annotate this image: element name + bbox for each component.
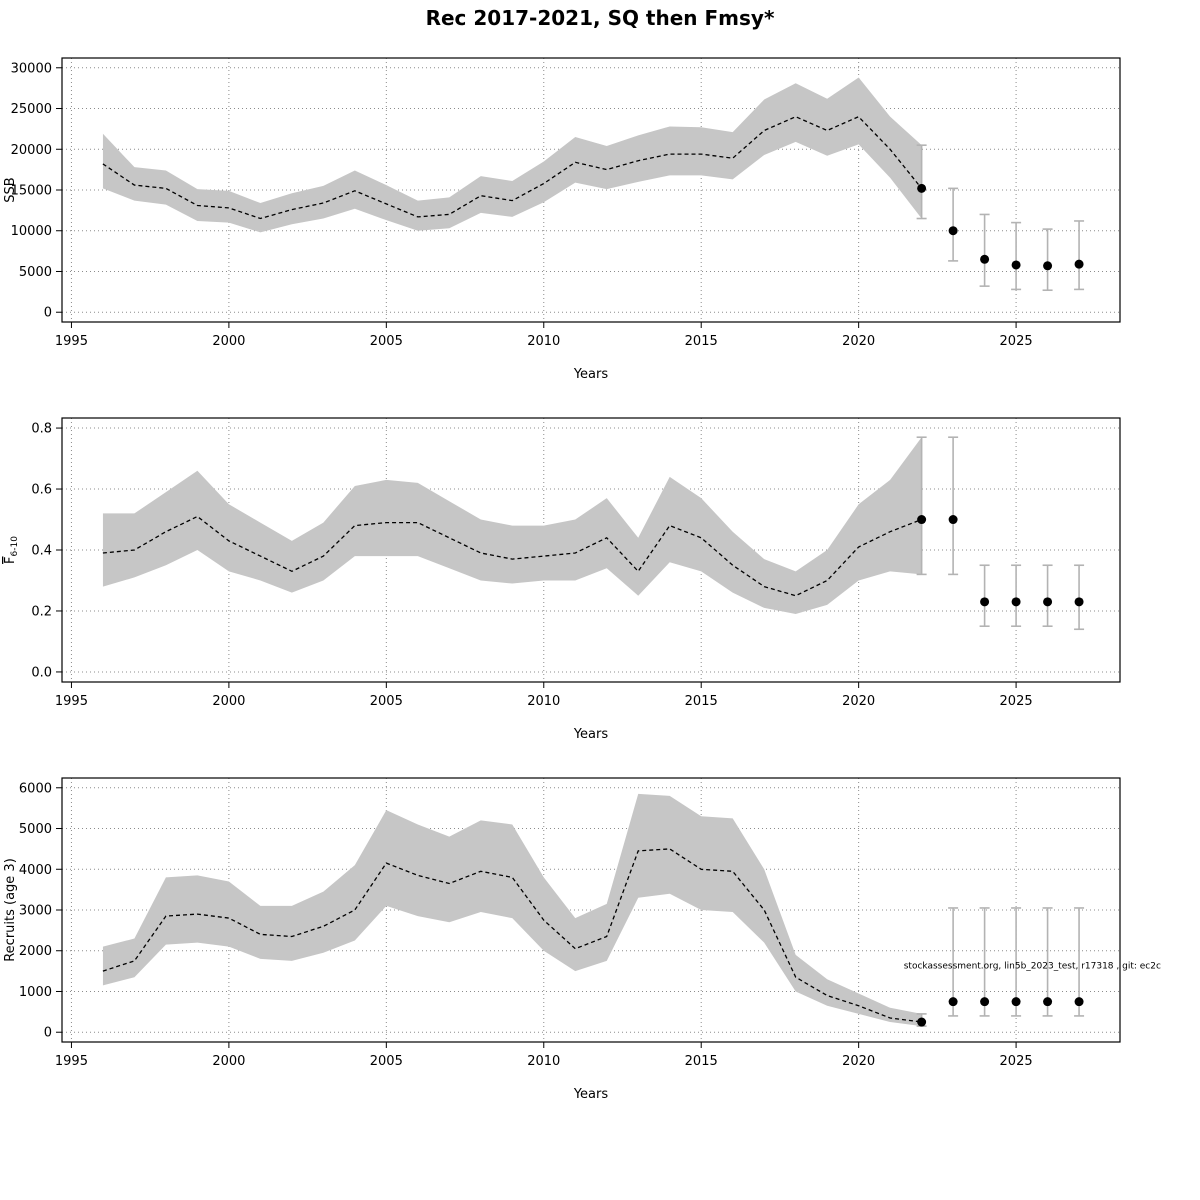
forecast-point xyxy=(980,597,990,607)
y-tick-label: 0 xyxy=(44,306,52,321)
forecast-point xyxy=(1043,261,1053,271)
forecast-point xyxy=(980,997,990,1007)
x-tick-label: 2000 xyxy=(212,694,245,709)
forecast-point xyxy=(1043,597,1053,607)
y-tick-label: 15000 xyxy=(11,184,52,199)
y-tick-label: 4000 xyxy=(19,863,52,878)
y-axis-title: SSB xyxy=(3,177,18,202)
x-tick-label: 2025 xyxy=(1000,1054,1033,1069)
plot-box xyxy=(61,57,1121,323)
forecast-point xyxy=(1011,997,1021,1007)
figure-title: Rec 2017-2021, SQ then Fmsy* xyxy=(425,6,775,30)
forecast-point xyxy=(1074,597,1084,607)
x-tick-label: 2005 xyxy=(370,334,403,349)
y-tick-label: 30000 xyxy=(11,61,52,76)
confidence-band xyxy=(102,793,922,1027)
y-tick-label: 5000 xyxy=(19,265,52,280)
x-tick-label: 2010 xyxy=(527,1054,560,1069)
x-tick-label: 2015 xyxy=(685,694,718,709)
y-tick-label: 0.0 xyxy=(31,665,52,680)
y-tick-label: 0 xyxy=(44,1026,52,1041)
confidence-band xyxy=(102,77,922,233)
x-tick-label: 2015 xyxy=(685,1054,718,1069)
x-tick-label: 2015 xyxy=(685,334,718,349)
y-tick-label: 0.6 xyxy=(31,483,52,498)
x-tick-label: 2020 xyxy=(842,1054,875,1069)
y-tick-label: 0.4 xyxy=(31,544,52,559)
y-tick-label: 25000 xyxy=(11,102,52,117)
x-axis-title: Years xyxy=(573,1087,609,1102)
x-tick-label: 2025 xyxy=(1000,694,1033,709)
y-tick-label: 0.2 xyxy=(31,604,52,619)
x-tick-label: 2000 xyxy=(212,334,245,349)
forecast-point xyxy=(948,997,958,1007)
forecast-point xyxy=(1011,260,1021,270)
y-tick-label: 10000 xyxy=(11,224,52,239)
y-tick-label: 5000 xyxy=(19,822,52,837)
x-tick-label: 2005 xyxy=(370,694,403,709)
forecast-point xyxy=(1074,997,1084,1007)
y-tick-label: 1000 xyxy=(19,985,52,1000)
confidence-band xyxy=(102,437,922,615)
panel-ssb: 1995 2000 2005 2010 2015 2020 2025 0 5000 10000 15… xyxy=(0,40,1200,400)
forecast-point xyxy=(917,1017,927,1027)
x-tick-label: 1995 xyxy=(55,1054,88,1069)
y-tick-label: 6000 xyxy=(19,781,52,796)
plot-box xyxy=(61,417,1121,683)
forecast-point xyxy=(1043,997,1053,1007)
x-tick-label: 2020 xyxy=(842,334,875,349)
x-tick-label: 2000 xyxy=(212,1054,245,1069)
x-tick-label: 1995 xyxy=(55,694,88,709)
panel-fishing-mortality: 1995 2000 2005 2010 2015 2020 2025 0.0 0.2 0.4 0.6… xyxy=(0,400,1200,760)
forecast-point xyxy=(917,183,927,193)
forecast-point xyxy=(1074,259,1084,269)
forecast-point xyxy=(948,515,958,525)
forecast-point xyxy=(1011,597,1021,607)
panel-recruits: 1995 2000 2005 2010 2015 2020 2025 0 1000 2000 300… xyxy=(0,760,1200,1120)
x-axis-title: Years xyxy=(573,727,609,742)
y-tick-label: 20000 xyxy=(11,143,52,158)
estimate-line xyxy=(102,515,922,597)
x-tick-label: 2020 xyxy=(842,694,875,709)
y-axis-title: F6-10 xyxy=(3,536,20,564)
recruits-chart: 1995 2000 2005 2010 2015 2020 2025 0 1000 2000 300… xyxy=(3,777,1161,1102)
y-axis-title: Recruits (age 3) xyxy=(3,858,18,962)
fishing-mortality-chart: 1995 2000 2005 2010 2015 2020 2025 0.0 0.2 0.4 0.6… xyxy=(3,417,1121,742)
y-tick-label: 3000 xyxy=(19,904,52,919)
estimate-line xyxy=(102,848,922,1023)
x-axis-title: Years xyxy=(573,367,609,382)
ssb-chart: 1995 2000 2005 2010 2015 2020 2025 0 5000 10000 15… xyxy=(3,57,1121,382)
stock-assessment-figure: Rec 2017-2021, SQ then Fmsy* 1995 2000 200… xyxy=(0,6,1200,1120)
forecast-point xyxy=(980,254,990,264)
x-tick-label: 2005 xyxy=(370,1054,403,1069)
forecast-point xyxy=(917,515,927,525)
plot-box xyxy=(61,777,1121,1043)
y-tick-label: 0.8 xyxy=(31,422,52,437)
x-tick-label: 2025 xyxy=(1000,334,1033,349)
watermark-text: stockassessment.org, lin5b_2023_test, r1… xyxy=(904,961,1161,971)
x-tick-label: 2010 xyxy=(527,694,560,709)
y-tick-label: 2000 xyxy=(19,944,52,959)
forecast-point xyxy=(948,226,958,236)
x-tick-label: 1995 xyxy=(55,334,88,349)
estimate-line xyxy=(102,115,923,220)
x-tick-label: 2010 xyxy=(527,334,560,349)
